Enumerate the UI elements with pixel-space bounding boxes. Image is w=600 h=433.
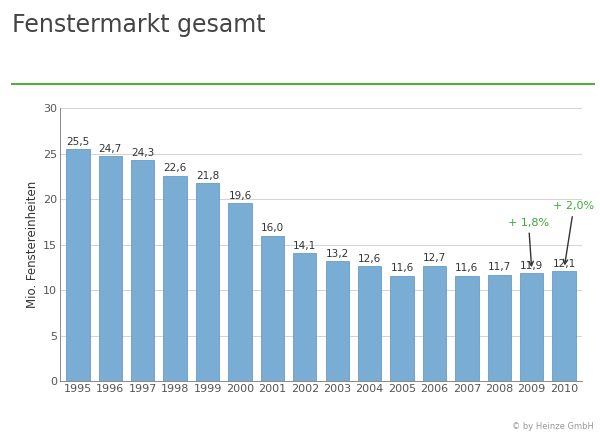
Bar bbox=[293, 253, 316, 381]
Text: © by Heinze GmbH: © by Heinze GmbH bbox=[512, 422, 594, 431]
Text: 25,5: 25,5 bbox=[66, 137, 89, 147]
Bar bbox=[228, 203, 251, 381]
Bar bbox=[260, 236, 284, 381]
Bar bbox=[196, 183, 219, 381]
Text: 11,6: 11,6 bbox=[391, 263, 413, 273]
Text: 22,6: 22,6 bbox=[163, 163, 187, 173]
Bar bbox=[163, 175, 187, 381]
Bar bbox=[553, 271, 576, 381]
Text: 13,2: 13,2 bbox=[326, 249, 349, 259]
Text: + 1,8%: + 1,8% bbox=[508, 217, 549, 266]
Bar bbox=[423, 265, 446, 381]
Text: 11,7: 11,7 bbox=[488, 262, 511, 272]
Text: 24,7: 24,7 bbox=[98, 144, 122, 154]
Bar bbox=[520, 273, 544, 381]
Text: 21,8: 21,8 bbox=[196, 171, 219, 181]
Text: 14,1: 14,1 bbox=[293, 241, 316, 251]
Text: 19,6: 19,6 bbox=[229, 191, 251, 200]
Text: 16,0: 16,0 bbox=[261, 223, 284, 233]
Bar bbox=[66, 149, 89, 381]
Bar bbox=[391, 275, 414, 381]
Text: Fenstermarkt gesamt: Fenstermarkt gesamt bbox=[12, 13, 266, 37]
Text: 11,6: 11,6 bbox=[455, 263, 479, 273]
Bar bbox=[131, 160, 154, 381]
Text: 12,7: 12,7 bbox=[423, 253, 446, 263]
Bar bbox=[326, 261, 349, 381]
Text: + 2,0%: + 2,0% bbox=[553, 201, 595, 264]
Bar bbox=[488, 275, 511, 381]
Text: 12,1: 12,1 bbox=[553, 259, 576, 269]
Text: 11,9: 11,9 bbox=[520, 261, 544, 271]
Text: 24,3: 24,3 bbox=[131, 148, 154, 158]
Text: 12,6: 12,6 bbox=[358, 254, 381, 264]
Bar bbox=[455, 275, 479, 381]
Bar bbox=[98, 156, 122, 381]
Bar bbox=[358, 266, 382, 381]
Y-axis label: Mio. Fenstereinheiten: Mio. Fenstereinheiten bbox=[26, 181, 39, 308]
